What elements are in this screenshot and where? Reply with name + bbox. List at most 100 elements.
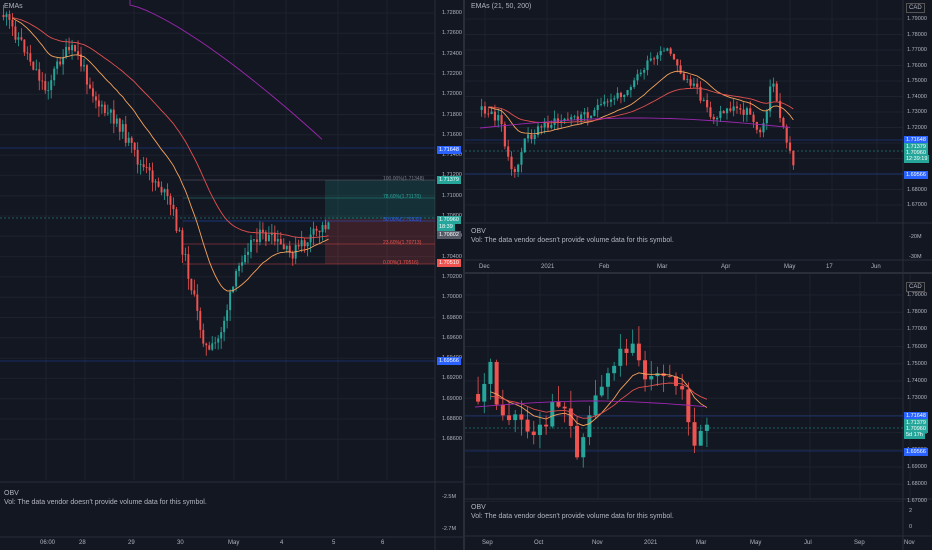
top-right-currency-label[interactable]: CAD [906,3,925,13]
bottom-right-candle-body [618,348,623,366]
top-right-candle-body [785,126,788,143]
vertical-divider[interactable] [463,0,465,550]
bottom-right-candle-body [599,386,604,396]
top-right-candle-body [788,142,792,151]
left-candle-body [163,189,166,193]
obv-axis-label: 2 [909,508,913,514]
top-right-candle-body [636,74,639,81]
left-candle-body [47,90,50,91]
time-axis-label: Jul [804,540,812,546]
price-axis-label: 1.73000 [907,395,927,402]
left-candle-body [94,96,97,101]
top-right-candle-body [706,99,709,108]
price-badge: 5d 17h [904,431,925,439]
top-right-candle-body [682,73,685,80]
horizontal-divider[interactable] [465,272,932,274]
bottom-right-obv-panel: OBV Vol: The data vendor doesn't provide… [471,503,674,521]
left-candle-body [232,286,235,293]
time-axis-label: Nov [904,540,915,546]
bottom-right-price-chart[interactable] [465,274,932,550]
price-badge: 1.70960 [437,216,461,224]
top-right-candle-body [490,111,493,114]
left-candle-body [291,252,294,259]
price-axis-label: 1.69200 [442,375,462,382]
top-right-obv-panel: OBV Vol: The data vendor doesn't provide… [471,227,674,245]
bottom-right-candle-body [673,376,678,386]
price-axis-label: 1.72600 [442,30,462,37]
price-axis-label: 1.77000 [907,47,927,53]
price-badge: 1.71648 [904,412,928,420]
top-right-candle-body [646,60,649,71]
left-candle-body [97,100,100,107]
top-right-ema-21 [488,70,794,135]
left-candle-body [109,109,112,113]
time-axis-label: Mar [657,264,668,270]
left-candle-body [154,181,157,183]
left-candle-body [300,240,303,247]
left-legend[interactable]: EMAs [4,3,23,10]
price-badge: 18:39 [437,223,455,231]
left-candle-body [68,46,71,51]
bottom-right-candle-body [562,406,567,409]
top-right-price-chart[interactable] [465,0,932,272]
bottom-right-currency-label[interactable]: CAD [906,282,925,292]
top-right-candle-body [513,169,516,172]
top-right-candle-body [692,83,695,86]
price-axis-label: 1.78000 [907,31,927,38]
top-right-candle-body [689,79,692,86]
bottom-right-candle-body [686,389,691,423]
left-candle-body [133,142,136,150]
left-candle-body [193,290,196,295]
top-right-candle-body [596,104,599,111]
left-candle-body [41,80,44,82]
price-axis-label: 1.72400 [442,50,462,57]
price-badge: 1.69566 [437,357,461,365]
long-position-profit-zone [325,180,435,219]
price-axis-label: 1.77000 [907,326,927,333]
left-candle-body [321,225,324,233]
bottom-right-ema-200 [474,400,706,408]
top-right-legend[interactable]: EMAs (21, 50, 200) [471,3,532,10]
top-right-candle-body [749,108,752,115]
price-axis-label: 1.69800 [442,314,462,321]
top-right-chart-pane[interactable]: EMAs (21, 50, 200) CAD OBV Vol: The data… [465,0,932,272]
left-candle-body [264,232,267,242]
fib-level-label: 23.60%(1.70713) [383,240,422,246]
price-badge: 1.71379 [437,176,461,184]
price-axis-label: 1.71000 [442,192,462,199]
price-axis-label: 1.72000 [442,91,462,98]
fib-level-label: 100.00%(1.71348) [383,176,425,182]
bottom-right-candle-body [476,394,481,402]
top-right-candle-body [762,123,765,133]
left-candle-body [327,222,330,230]
top-right-candle-body [606,101,609,103]
bottom-right-candle-body [575,425,580,458]
top-right-candle-body [702,99,705,101]
bottom-right-chart-pane[interactable]: CAD OBV Vol: The data vendor doesn't pro… [465,274,932,550]
price-badge: 1.71379 [904,143,928,151]
left-obv-panel: OBV Vol: The data vendor doesn't provide… [4,489,207,507]
left-price-chart[interactable] [0,0,463,550]
top-right-candle-body [487,113,490,115]
obv-axis-label: -2.5M [442,494,457,500]
left-ema-21 [12,17,329,292]
bottom-right-candle-body [500,404,505,416]
top-right-candle-body [616,92,619,99]
obv-axis-label: -20M [909,234,922,240]
top-right-candle-body [679,65,682,74]
price-badge: 1.71379 [904,419,928,427]
bottom-right-ema-21 [490,372,708,427]
price-badge: 12:39:19 [904,155,930,163]
top-right-candle-body [742,109,745,115]
price-badge: 1.71648 [437,146,461,154]
time-axis-label: 5 [332,540,336,546]
left-candle-body [226,310,229,321]
left-candle-body [244,254,246,263]
left-candle-body [214,342,217,344]
bottom-right-candle-body [544,424,549,427]
time-axis-label: May [750,540,762,546]
obv-axis-label: -30M [909,254,922,260]
price-axis-label: 1.76000 [907,343,927,350]
left-chart-pane[interactable]: EMAs OBV Vol: The data vendor doesn't pr… [0,0,463,550]
time-axis-label: 30 [177,540,184,546]
